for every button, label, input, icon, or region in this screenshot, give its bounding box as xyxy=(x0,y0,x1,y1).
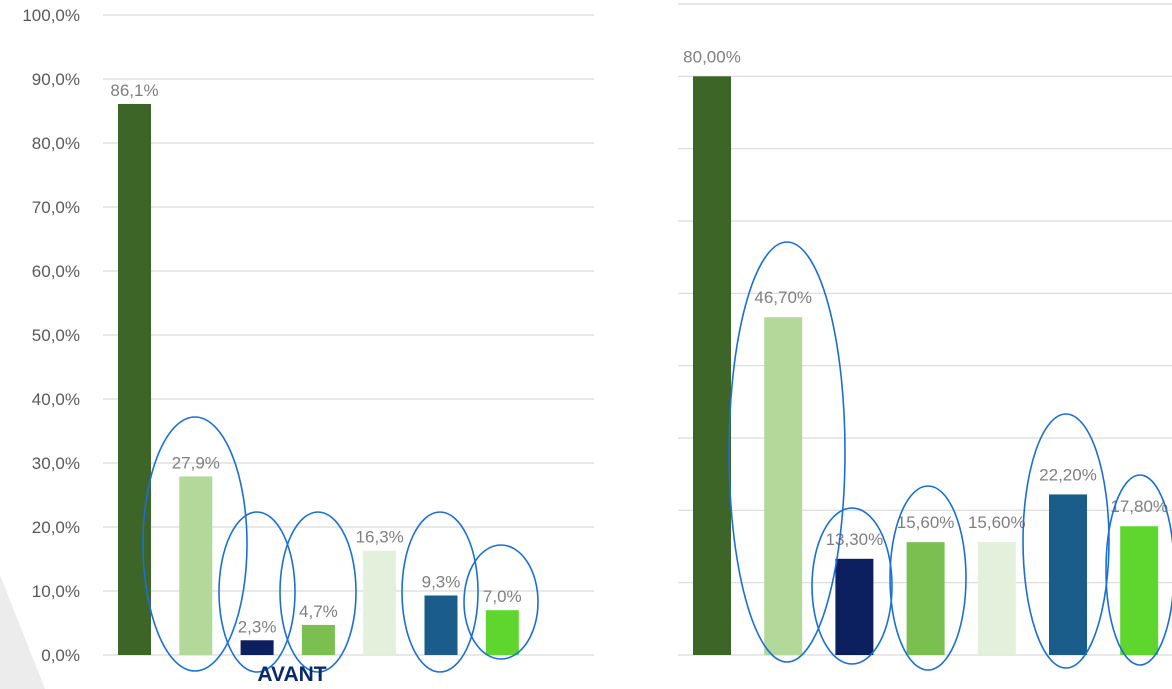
bar xyxy=(118,103,151,655)
data-label: 7,0% xyxy=(483,587,522,606)
bar xyxy=(485,610,519,655)
highlight-circle xyxy=(463,544,539,660)
bar xyxy=(424,595,458,655)
data-label: 17,80% xyxy=(1110,497,1168,516)
data-label: 16,3% xyxy=(356,528,404,547)
bar xyxy=(977,542,1016,655)
highlight-circle xyxy=(811,507,893,665)
y-tick-label: 40,0% xyxy=(32,390,80,409)
bar xyxy=(179,476,213,655)
bar xyxy=(906,542,945,655)
data-label: 4,7% xyxy=(299,602,338,621)
bar xyxy=(764,317,803,655)
highlight-circle xyxy=(218,511,296,673)
y-tick-label: 20,0% xyxy=(32,518,80,537)
bar xyxy=(835,558,874,655)
data-label: 80,00% xyxy=(683,47,741,66)
y-tick-label: 30,0% xyxy=(32,454,80,473)
data-label: 27,9% xyxy=(172,453,220,472)
highlight-circle xyxy=(889,485,967,671)
highlight-circle xyxy=(279,511,357,673)
highlight-circle xyxy=(728,241,846,663)
highlight-circle xyxy=(1105,474,1172,666)
y-tick-label: 60,0% xyxy=(32,262,80,281)
chart-avant: 0,0% 10,0% 20,0% 30,0% 40,0% 50,0% 60,0% 70,0% 8… xyxy=(22,6,594,686)
bar xyxy=(240,640,274,655)
data-label: 86,1% xyxy=(110,81,158,100)
data-label: 2,3% xyxy=(238,617,277,636)
bar xyxy=(1120,526,1159,655)
highlight-circle xyxy=(142,416,248,672)
bar xyxy=(363,550,397,655)
bar xyxy=(1049,494,1087,655)
data-label: 46,70% xyxy=(754,288,812,307)
data-label: 15,60% xyxy=(968,513,1026,532)
y-tick-label: 0,0% xyxy=(41,646,80,665)
y-tick-label: 50,0% xyxy=(32,326,80,345)
y-tick-label: 80,0% xyxy=(32,134,80,153)
highlight-circle xyxy=(1022,413,1110,669)
data-label: 13,30% xyxy=(826,530,884,549)
chart-caption: AVANT xyxy=(257,663,326,686)
y-tick-label: 70,0% xyxy=(32,198,80,217)
y-tick-label: 90,0% xyxy=(32,70,80,89)
bar xyxy=(301,624,335,655)
y-tick-label: 100,0% xyxy=(22,6,80,25)
y-tick-label: 10,0% xyxy=(32,582,80,601)
data-label: 9,3% xyxy=(422,572,461,591)
chart-apres: 80,00% 46,70% 13,30% 15,60% 15,60% 22,20% 17,8… xyxy=(678,3,1172,671)
bar xyxy=(693,76,731,656)
data-label: 15,60% xyxy=(897,513,955,532)
data-label: 22,20% xyxy=(1039,465,1097,484)
highlight-circle xyxy=(401,511,479,673)
background-shade xyxy=(0,575,45,689)
